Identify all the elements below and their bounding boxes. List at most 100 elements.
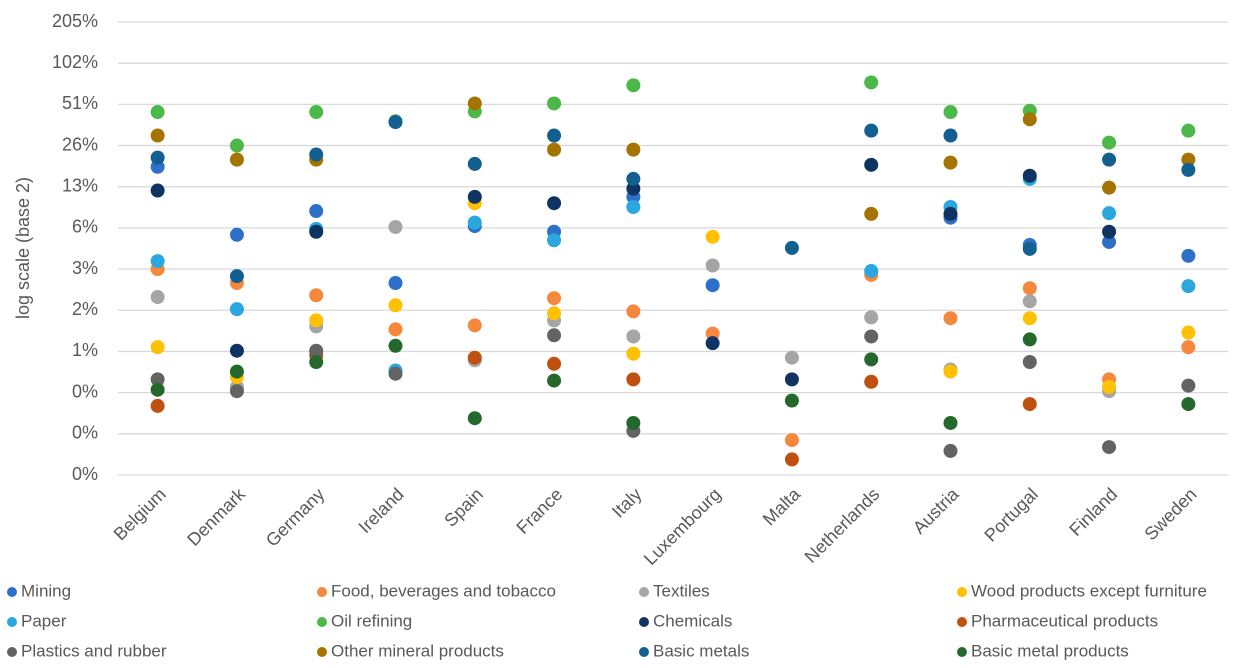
dot xyxy=(1102,206,1117,221)
dot xyxy=(467,189,482,204)
dot xyxy=(784,372,799,387)
dot xyxy=(388,322,403,337)
dot xyxy=(309,354,324,369)
legend-label: Basic metals xyxy=(653,641,749,660)
legend-marker xyxy=(7,617,17,627)
dot xyxy=(864,310,879,325)
x-tick-label: France xyxy=(512,484,566,538)
dot xyxy=(705,278,720,293)
x-tick-label: Belgium xyxy=(110,484,170,544)
y-tick-label: 3% xyxy=(72,258,98,278)
dot xyxy=(1022,168,1037,183)
dot xyxy=(1022,112,1037,127)
dot xyxy=(943,415,958,430)
dot xyxy=(1022,241,1037,256)
dot xyxy=(626,415,641,430)
x-tick-label: Portugal xyxy=(980,484,1042,546)
dot xyxy=(1102,379,1117,394)
legend-label: Oil refining xyxy=(331,611,412,630)
y-tick-label: 0% xyxy=(72,381,98,401)
dot xyxy=(943,128,958,143)
dot xyxy=(864,157,879,172)
legend-marker xyxy=(957,647,967,657)
legend-label: Chemicals xyxy=(653,611,732,630)
dot xyxy=(309,204,324,219)
dot xyxy=(784,393,799,408)
dot xyxy=(705,229,720,244)
dot xyxy=(626,372,641,387)
x-tick-label: Netherlands xyxy=(801,484,884,567)
dot xyxy=(864,206,879,221)
legend-marker xyxy=(7,587,17,597)
dot xyxy=(1181,397,1196,412)
x-tick-label: Denmark xyxy=(183,483,249,549)
x-tick-label: Finland xyxy=(1065,484,1121,540)
dot xyxy=(547,373,562,388)
dot xyxy=(150,183,165,198)
x-tick-label: Spain xyxy=(440,484,487,531)
y-tick-label: 1% xyxy=(72,340,98,360)
legend-label: Basic metal products xyxy=(971,641,1129,660)
dot xyxy=(388,298,403,313)
x-tick-label: Germany xyxy=(262,484,328,550)
dot xyxy=(388,219,403,234)
dot xyxy=(150,105,165,120)
dot xyxy=(547,196,562,211)
legend-marker xyxy=(317,587,327,597)
dot xyxy=(1022,294,1037,309)
dot xyxy=(1181,248,1196,263)
dot xyxy=(309,105,324,120)
x-tick-label: Malta xyxy=(759,483,805,529)
dot xyxy=(229,364,244,379)
dot xyxy=(467,318,482,333)
legend-marker xyxy=(957,617,967,627)
dot xyxy=(229,138,244,153)
dot xyxy=(626,142,641,157)
legend-marker xyxy=(639,587,649,597)
dot xyxy=(864,263,879,278)
legend-marker xyxy=(639,647,649,657)
dot xyxy=(150,398,165,413)
dot xyxy=(150,382,165,397)
dot xyxy=(626,304,641,319)
dot xyxy=(547,306,562,321)
legend-marker xyxy=(639,617,649,627)
dot xyxy=(943,311,958,326)
dot xyxy=(309,288,324,303)
dot xyxy=(467,411,482,426)
dot xyxy=(864,123,879,138)
dot xyxy=(309,224,324,239)
dot xyxy=(784,240,799,255)
dot xyxy=(626,181,641,196)
dot xyxy=(864,75,879,90)
y-tick-label: 205% xyxy=(52,11,98,31)
dot xyxy=(864,374,879,389)
dot xyxy=(467,350,482,365)
dot xyxy=(309,313,324,328)
dot xyxy=(1181,162,1196,177)
dot xyxy=(547,291,562,306)
dot xyxy=(547,328,562,343)
dot xyxy=(1022,281,1037,296)
dot xyxy=(784,452,799,467)
x-tick-label: Luxembourg xyxy=(640,484,725,569)
dot xyxy=(784,433,799,448)
dot xyxy=(309,343,324,358)
y-tick-label: 6% xyxy=(72,217,98,237)
dot xyxy=(864,352,879,367)
dot xyxy=(547,233,562,248)
dot xyxy=(1102,135,1117,150)
dot xyxy=(150,290,165,305)
dot xyxy=(1181,123,1196,138)
dot xyxy=(1181,378,1196,393)
dot xyxy=(388,366,403,381)
dot xyxy=(705,258,720,273)
dot xyxy=(229,343,244,358)
dot xyxy=(1102,440,1117,455)
x-tick-label: Sweden xyxy=(1140,484,1200,544)
dot xyxy=(150,128,165,143)
dot xyxy=(467,215,482,230)
legend-label: Textiles xyxy=(653,581,710,600)
legend-label: Mining xyxy=(21,581,71,600)
dot xyxy=(150,254,165,269)
